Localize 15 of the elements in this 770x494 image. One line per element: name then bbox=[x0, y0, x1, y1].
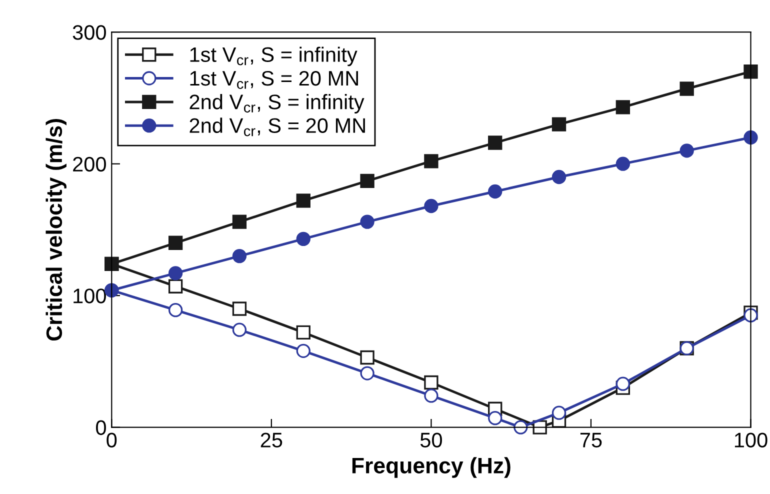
legend-label: 2nd V$_{cr}$, S = infinity bbox=[190, 94, 364, 114]
y-tick-label: 0 bbox=[96, 420, 106, 436]
y-tick-label: 200 bbox=[73, 156, 106, 172]
x-tick-label: 50 bbox=[420, 432, 442, 448]
y-tick-label: 100 bbox=[74, 288, 106, 304]
x-tick-label: 25 bbox=[260, 432, 282, 448]
legend-label: 2nd V$_{cr}$, S = 20 MN bbox=[190, 118, 365, 136]
legend-label: 1st V$_{cr}$, S = 20 MN bbox=[190, 70, 358, 89]
x-axis-title: Frequency (Hz) bbox=[352, 457, 510, 478]
x-tick-label: 100 bbox=[734, 432, 768, 448]
y-tick-label: 300 bbox=[72, 25, 106, 40]
y-axis-title: Critical velocity (m/s) bbox=[46, 119, 66, 341]
x-tick-label: 75 bbox=[580, 432, 602, 448]
legend-label: 1st V$_{cr}$, S = infinity bbox=[190, 46, 358, 66]
x-tick-label: 0 bbox=[106, 432, 117, 448]
